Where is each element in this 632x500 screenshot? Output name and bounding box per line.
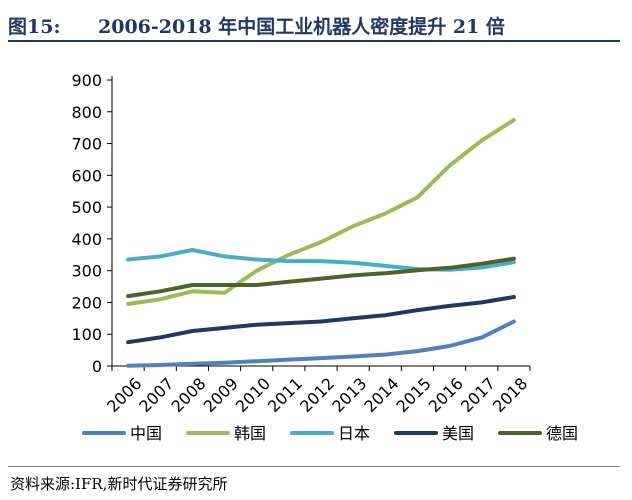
legend-label: 中国 xyxy=(130,424,162,443)
line-chart: 0 100 200 300 400 500 600 700 800 900 200620072008… xyxy=(71,71,578,443)
figure-title: 2006-2018 年中国工业机器人密度提升 21 倍 xyxy=(98,16,505,38)
figure-label: 图15: xyxy=(8,16,61,38)
legend-label: 美国 xyxy=(442,424,474,443)
series-line xyxy=(126,256,516,299)
y-tick-label: 900 xyxy=(71,71,102,90)
legend-label: 日本 xyxy=(338,424,370,443)
x-tick-label: 2010 xyxy=(232,374,274,416)
x-tick-label: 2011 xyxy=(264,374,306,416)
x-tick-label: 2016 xyxy=(425,374,467,416)
legend-label: 韩国 xyxy=(234,424,266,443)
source-footer: 资料来源:IFR,新时代证券研究所 xyxy=(8,466,620,495)
series-line xyxy=(126,319,516,368)
x-tick-label: 2018 xyxy=(489,374,531,416)
y-tick-label: 600 xyxy=(71,166,102,185)
series-line xyxy=(126,295,516,345)
x-tick-label: 2014 xyxy=(360,374,402,416)
legend-label: 德国 xyxy=(546,424,578,443)
x-tick-label: 2012 xyxy=(296,374,338,416)
y-tick-label: 300 xyxy=(71,262,102,281)
y-tick-label: 400 xyxy=(71,230,102,249)
series-line xyxy=(126,118,516,306)
x-tick-label: 2006 xyxy=(103,374,145,416)
y-tick-label: 700 xyxy=(71,135,102,154)
y-tick-label: 0 xyxy=(92,357,102,376)
y-tick-label: 800 xyxy=(71,103,102,122)
y-tick-label: 500 xyxy=(71,198,102,217)
x-tick-label: 2007 xyxy=(135,374,177,416)
figure-header: 图15: 2006-2018 年中国工业机器人密度提升 21 倍 xyxy=(8,6,620,42)
source-note: 资料来源:IFR,新时代证券研究所 xyxy=(10,475,228,493)
y-tick-label: 100 xyxy=(71,325,102,344)
x-tick-label: 2015 xyxy=(393,374,435,416)
x-tick-label: 2008 xyxy=(167,374,209,416)
x-tick-label: 2009 xyxy=(200,374,242,416)
y-tick-label: 200 xyxy=(71,293,102,312)
x-tick-label: 2013 xyxy=(328,374,370,416)
x-tick-label: 2017 xyxy=(457,374,499,416)
